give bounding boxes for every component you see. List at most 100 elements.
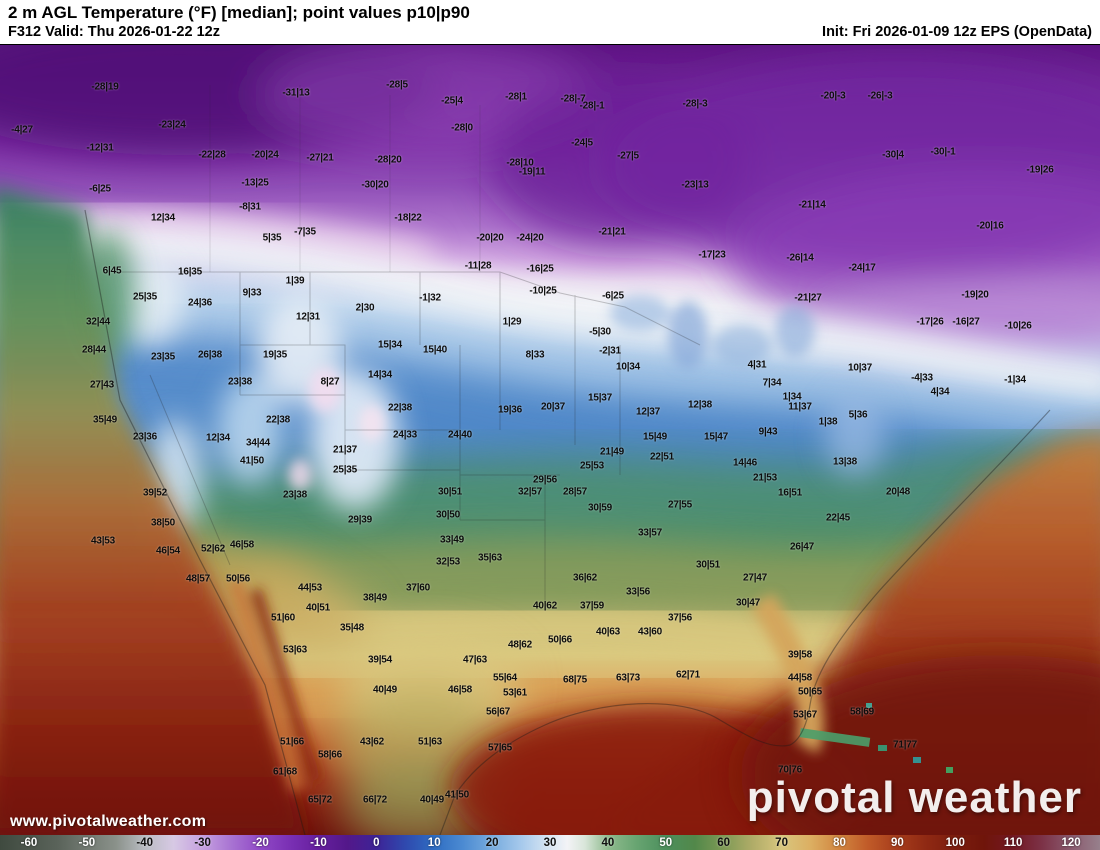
point-value: 24|33 (392, 429, 418, 441)
baja-california (228, 578, 321, 792)
point-value: -10|25 (529, 285, 557, 297)
point-value: 14|34 (367, 369, 393, 381)
colorbar-tick: -10 (310, 836, 327, 849)
point-value: 1|34 (782, 391, 802, 403)
point-value: 7|34 (762, 377, 782, 389)
point-value: -30|4 (882, 149, 904, 161)
point-value: 25|35 (332, 464, 358, 476)
point-value: 40|49 (419, 794, 445, 806)
point-value: 15|40 (422, 344, 448, 356)
point-value: -30|-1 (930, 146, 956, 158)
point-value: 15|34 (377, 339, 403, 351)
point-value: 47|63 (462, 654, 488, 666)
point-value: 5|36 (848, 409, 868, 421)
point-value: 21|49 (599, 446, 625, 458)
point-value: 38|49 (362, 592, 388, 604)
point-value: 5|35 (262, 232, 282, 244)
brand-logo: pivotal weather (746, 773, 1082, 822)
caribbean-islands (799, 703, 953, 773)
point-value: 43|53 (90, 535, 116, 547)
point-value: -28|-1 (579, 100, 605, 112)
pink-cold-spots (288, 368, 385, 491)
point-value: -4|33 (911, 372, 933, 384)
map-title: 2 m AGL Temperature (°F) [median]; point… (8, 3, 470, 22)
point-value: -28|20 (374, 154, 402, 166)
point-value: 58|69 (849, 706, 875, 718)
point-value: 27|47 (742, 572, 768, 584)
point-value: 30|47 (735, 597, 761, 609)
colorbar-ticks: -60 -50 -40 -30 -20 -10 0 10 20 30 40 50 60 70 80 90 100… (0, 835, 1100, 850)
point-value: 19|36 (497, 404, 523, 416)
colorbar-tick: -50 (78, 836, 96, 849)
point-value: -20|16 (976, 220, 1004, 232)
colorbar-tick: -20 (252, 836, 269, 849)
point-value: -17|26 (916, 316, 944, 328)
province-borders (209, 85, 481, 272)
point-value: 12|37 (635, 406, 661, 418)
point-value: -25|4 (441, 95, 463, 107)
point-value: 46|58 (229, 539, 255, 551)
point-value: 12|38 (687, 399, 713, 411)
point-value: 28|57 (562, 486, 588, 498)
colorbar-tick: 90 (890, 836, 904, 849)
point-value: 27|55 (667, 499, 693, 511)
point-value: -10|26 (1004, 320, 1032, 332)
point-value: 40|63 (595, 626, 621, 638)
point-value: 23|36 (132, 431, 158, 443)
point-value: 12|31 (295, 311, 321, 323)
point-value: -20|-3 (820, 90, 846, 102)
point-value: 28|44 (81, 344, 107, 356)
point-value: -16|27 (952, 316, 980, 328)
map-subheader: F312 Valid: Thu 2026-01-22 12z Init: Fri… (0, 23, 1100, 42)
point-value: 19|35 (262, 349, 288, 361)
colorbar-tick: 60 (717, 836, 731, 849)
point-value: 35|63 (477, 552, 503, 564)
colorbar: -60 -50 -40 -30 -20 -10 0 10 20 30 40 50 60 70 80 90 100… (0, 835, 1100, 850)
point-value: 34|44 (245, 437, 271, 449)
coastlines (84, 209, 1051, 835)
point-value: 51|66 (279, 736, 305, 748)
point-value: -19|26 (1026, 164, 1054, 176)
point-value: 27|43 (89, 379, 115, 391)
point-value: -28|0 (451, 122, 473, 134)
pacific-ocean (0, 187, 305, 835)
point-value: 61|68 (272, 766, 298, 778)
point-value: 9|43 (758, 426, 778, 438)
point-value: 23|35 (150, 351, 176, 363)
point-value: 41|50 (444, 789, 470, 801)
colorbar-tick: 30 (543, 836, 557, 849)
point-value: -17|23 (698, 249, 726, 261)
point-value: -21|14 (798, 199, 826, 211)
colorbar-tick: 110 (1003, 836, 1023, 849)
colorbar-tick: 0 (373, 836, 380, 849)
point-value: -5|30 (589, 326, 611, 338)
point-value: 26|38 (197, 349, 223, 361)
point-value: 30|50 (435, 509, 461, 521)
point-value: 15|37 (587, 392, 613, 404)
point-value: 37|56 (667, 612, 693, 624)
point-value: 50|65 (797, 686, 823, 698)
point-value: 10|34 (615, 361, 641, 373)
point-value: 57|65 (487, 742, 513, 754)
point-value: 53|61 (502, 687, 528, 699)
point-value: 24|36 (187, 297, 213, 309)
colorbar-tick: -30 (194, 836, 211, 849)
point-value: -1|34 (1004, 374, 1026, 386)
point-value: 22|38 (387, 402, 413, 414)
point-value: -19|20 (961, 289, 989, 301)
point-value: -13|25 (241, 177, 269, 189)
point-value: -21|21 (598, 226, 626, 238)
colorbar-tick: 20 (485, 836, 499, 849)
point-value: -27|21 (306, 152, 334, 164)
point-value: -26|14 (786, 252, 814, 264)
point-value: -7|35 (294, 226, 316, 238)
point-value: 40|49 (372, 684, 398, 696)
valid-time-label: F312 Valid: Thu 2026-01-22 12z (8, 24, 220, 40)
point-value: 39|52 (142, 487, 168, 499)
point-value: 21|37 (332, 444, 358, 456)
point-value: -31|13 (282, 87, 310, 99)
point-value: 66|72 (362, 794, 388, 806)
point-value: 33|57 (637, 527, 663, 539)
great-lakes (610, 295, 815, 369)
point-value: 39|54 (367, 654, 393, 666)
